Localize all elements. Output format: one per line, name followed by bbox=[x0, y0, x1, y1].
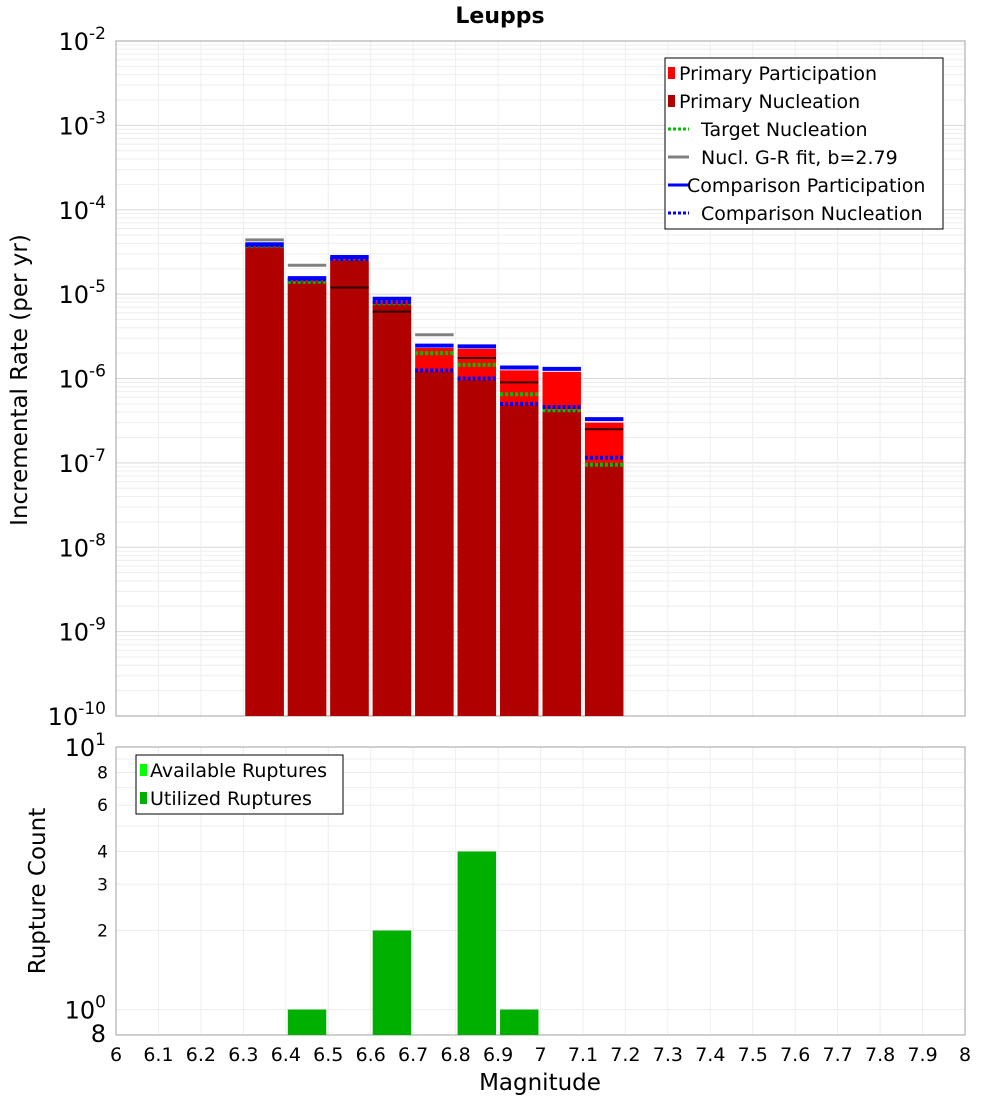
bottom-y-tick-label: 8 bbox=[91, 1020, 106, 1048]
bottom-y-tick-label: 101 bbox=[65, 730, 106, 762]
x-tick-label: 6.9 bbox=[483, 1044, 513, 1066]
top-legend-box bbox=[664, 57, 944, 230]
nucleation-bar bbox=[287, 281, 327, 716]
x-tick-label: 7.1 bbox=[568, 1044, 598, 1066]
nucleation-bar bbox=[415, 371, 454, 716]
top-y-tick-label: 10-2 bbox=[59, 24, 107, 56]
top-y-tick-label: 10-9 bbox=[59, 615, 107, 647]
bottom-y-tick-label: 6 bbox=[97, 796, 108, 816]
legend-label: Target Nucleation bbox=[700, 119, 868, 141]
bottom-y-tick-label: 3 bbox=[97, 875, 108, 895]
bottom-y-tick-label: 2 bbox=[97, 922, 108, 942]
x-tick-label: 6.7 bbox=[398, 1044, 428, 1066]
top-y-axis-label: Incremental Rate (per yr) bbox=[7, 234, 33, 526]
bottom-y-tick-label: 8 bbox=[97, 763, 108, 783]
x-tick-label: 6.3 bbox=[228, 1044, 258, 1066]
nucleation-bar bbox=[584, 462, 624, 716]
nucleation-bar bbox=[245, 247, 284, 716]
rate-panel: 10-10 10-9 10-8 10-7 10-6 10-5 10-4 10-3 10-2 Pri… bbox=[48, 24, 966, 731]
x-tick-label: 6.8 bbox=[440, 1044, 470, 1066]
x-tick-label: 7.8 bbox=[865, 1044, 895, 1066]
bottom-y-tick-label: 100 bbox=[65, 993, 106, 1025]
legend-swatch bbox=[668, 95, 675, 107]
x-tick-label: 7 bbox=[534, 1044, 546, 1066]
top-y-tick-label: 10-6 bbox=[59, 362, 107, 394]
x-tick-label: 6 bbox=[110, 1044, 122, 1066]
bottom-y-axis-label: Rupture Count bbox=[25, 808, 51, 974]
x-tick-label: 8 bbox=[959, 1044, 971, 1066]
legend-swatch bbox=[140, 764, 147, 776]
x-tick-label: 7.9 bbox=[907, 1044, 937, 1066]
legend-label: Comparison Nucleation bbox=[701, 203, 923, 225]
chart-title: Leupps bbox=[455, 4, 544, 29]
nucleation-bar bbox=[330, 260, 369, 716]
x-tick-label: 7.6 bbox=[780, 1044, 810, 1066]
top-y-tick-label: 10-4 bbox=[59, 193, 107, 225]
legend-label: Nucl. G-R fit, b=2.79 bbox=[701, 147, 898, 169]
nucleation-bar bbox=[372, 304, 412, 716]
legend-label: Primary Participation bbox=[679, 63, 877, 85]
top-y-tick-label: 10-5 bbox=[59, 277, 107, 309]
legend-label: Utilized Ruptures bbox=[150, 788, 312, 810]
utilized-ruptures-bar bbox=[457, 851, 497, 1035]
utilized-ruptures-bar bbox=[372, 930, 412, 1035]
legend-swatch bbox=[668, 67, 675, 79]
legend-label: Primary Nucleation bbox=[679, 91, 860, 113]
legend-swatch bbox=[140, 792, 147, 804]
x-tick-label: 7.4 bbox=[695, 1044, 725, 1066]
x-tick-label: 6.1 bbox=[143, 1044, 173, 1066]
nucleation-bar bbox=[457, 380, 497, 716]
x-tick-label: 6.4 bbox=[271, 1044, 301, 1066]
legend-label: Available Ruptures bbox=[150, 760, 327, 782]
top-y-tick-label: 10-10 bbox=[48, 699, 106, 731]
legend-label: Comparison Participation bbox=[687, 175, 925, 197]
top-y-tick-label: 10-8 bbox=[59, 530, 107, 562]
x-axis-label: Magnitude bbox=[479, 1070, 601, 1096]
utilized-ruptures-bar bbox=[500, 1009, 539, 1035]
utilized-ruptures-bar bbox=[287, 1009, 327, 1035]
nucleation-bar bbox=[500, 405, 539, 716]
x-tick-label: 6.6 bbox=[356, 1044, 386, 1066]
top-y-tick-label: 10-7 bbox=[59, 446, 107, 478]
x-tick-label: 7.5 bbox=[738, 1044, 768, 1066]
top-plot-frame bbox=[115, 40, 966, 717]
nucleation-bar bbox=[542, 410, 581, 716]
top-y-tick-label: 10-3 bbox=[59, 108, 107, 140]
x-tick-label: 6.5 bbox=[313, 1044, 343, 1066]
x-tick-label: 6.2 bbox=[186, 1044, 216, 1066]
x-tick-label: 7.2 bbox=[610, 1044, 640, 1066]
bottom-plot-frame bbox=[115, 746, 966, 1036]
x-tick-label: 7.3 bbox=[653, 1044, 683, 1066]
x-tick-label: 7.7 bbox=[823, 1044, 853, 1066]
bottom-legend-box bbox=[135, 754, 344, 815]
bottom-y-tick-label: 4 bbox=[97, 842, 108, 862]
